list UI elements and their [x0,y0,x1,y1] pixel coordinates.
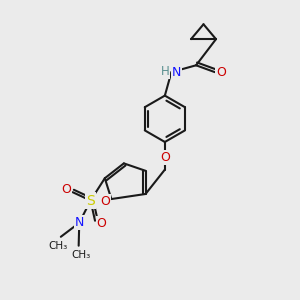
Text: CH₃: CH₃ [71,250,91,260]
Text: CH₃: CH₃ [49,241,68,251]
Text: O: O [97,217,106,230]
Text: O: O [216,66,226,79]
Text: N: N [75,216,84,229]
Text: H: H [160,65,169,78]
Text: S: S [86,194,95,208]
Text: N: N [172,66,182,79]
Text: O: O [160,151,170,164]
Text: O: O [61,183,71,196]
Text: O: O [100,195,110,208]
